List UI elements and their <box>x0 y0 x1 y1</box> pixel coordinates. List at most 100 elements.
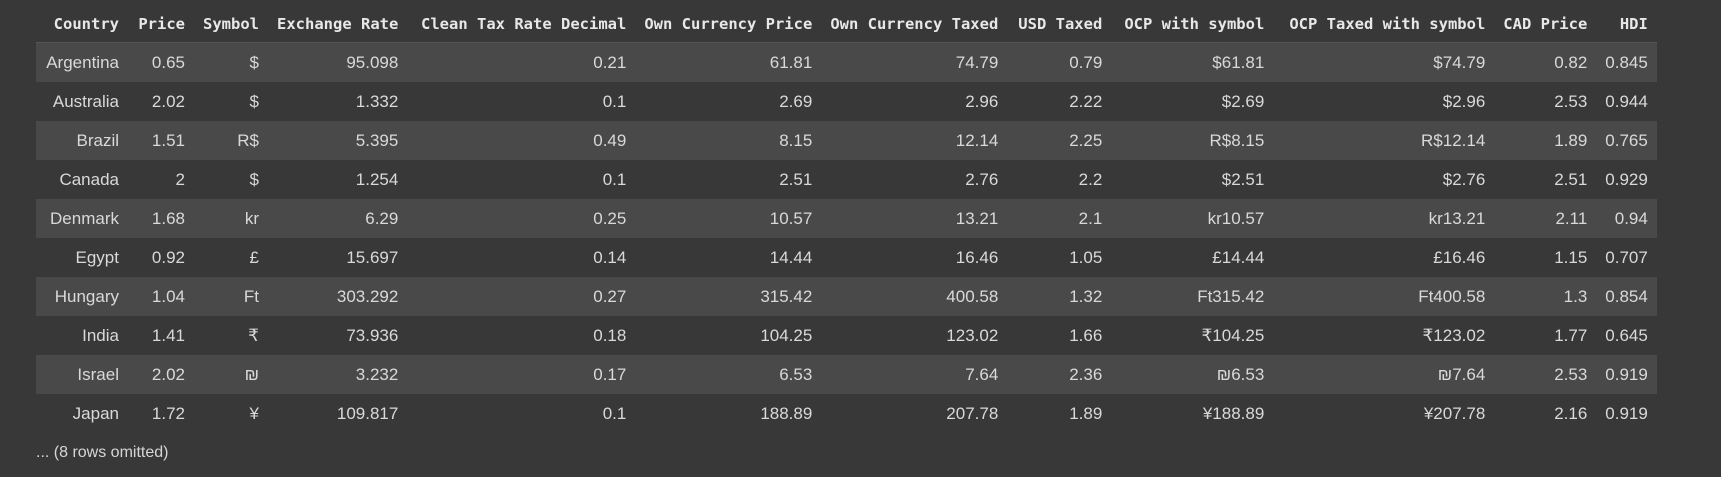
cell-clean-tax-rate-decimal: 0.1 <box>602 91 627 111</box>
column-header-own-currency-price: Own Currency Price <box>635 5 822 43</box>
cell-usd-taxed: 2.2 <box>1078 169 1103 189</box>
cell-ocp-taxed-with-symbol: $74.79 <box>1433 52 1486 72</box>
cell-own-currency-price: 104.25 <box>760 325 813 345</box>
cell-own-currency-price: 2.51 <box>779 169 813 189</box>
cell-ocp-with-symbol: Ft315.42 <box>1197 286 1265 306</box>
cell-own-currency-price: 315.42 <box>760 286 813 306</box>
column-header-clean-tax-rate-decimal: Clean Tax Rate Decimal <box>407 5 636 43</box>
cell-own-currency-price: 10.57 <box>769 208 813 228</box>
cell-ocp-with-symbol: £14.44 <box>1212 247 1265 267</box>
cell-hdi: 0.707 <box>1605 247 1648 267</box>
cell-own-currency-taxed: 16.46 <box>955 247 999 267</box>
cell-clean-tax-rate-decimal: 0.17 <box>593 364 627 384</box>
cell-exchange-rate: 109.817 <box>336 403 399 423</box>
cell-ocp-taxed-with-symbol: Ft400.58 <box>1418 286 1486 306</box>
cell-ocp-taxed-with-symbol: ₹123.02 <box>1422 325 1486 345</box>
cell-clean-tax-rate-decimal: 0.18 <box>593 325 627 345</box>
header-row: Country Price Symbol Exchange Rate Clean… <box>36 5 1657 43</box>
cell-usd-taxed: 1.32 <box>1069 286 1103 306</box>
cell-cad-price: 2.16 <box>1554 403 1588 423</box>
table-row: India 1.41 ₹ 73.936 0.18 104.25 123.02 1… <box>36 316 1657 355</box>
column-header-usd-taxed: USD Taxed <box>1007 5 1112 43</box>
table-row: Australia 2.02 $ 1.332 0.1 2.69 2.96 2.2… <box>36 82 1657 121</box>
cell-price: 2 <box>175 169 185 189</box>
cell-hdi: 0.919 <box>1605 403 1648 423</box>
cell-hdi: 0.929 <box>1605 169 1648 189</box>
cell-usd-taxed: 0.79 <box>1069 52 1103 72</box>
cell-country: Argentina <box>46 52 119 72</box>
table-row: Japan 1.72 ¥ 109.817 0.1 188.89 207.78 1… <box>36 394 1657 433</box>
column-header-cad-price: CAD Price <box>1494 5 1597 43</box>
cell-clean-tax-rate-decimal: 0.25 <box>593 208 627 228</box>
cell-hdi: 0.845 <box>1605 52 1648 72</box>
cell-own-currency-taxed: 2.96 <box>965 91 999 111</box>
cell-cad-price: 1.15 <box>1554 247 1588 267</box>
cell-own-currency-taxed: 7.64 <box>965 364 999 384</box>
cell-country: Canada <box>59 169 119 189</box>
cell-price: 0.65 <box>151 52 185 72</box>
cell-exchange-rate: 1.254 <box>355 169 399 189</box>
cell-price: 1.72 <box>151 403 185 423</box>
cell-own-currency-price: 61.81 <box>769 52 813 72</box>
cell-price: 2.02 <box>151 91 185 111</box>
cell-cad-price: 2.53 <box>1554 91 1588 111</box>
cell-cad-price: 1.77 <box>1554 325 1588 345</box>
cell-own-currency-price: 8.15 <box>779 130 813 150</box>
cell-hdi: 0.645 <box>1605 325 1648 345</box>
cell-exchange-rate: 3.232 <box>355 364 399 384</box>
table-row: Hungary 1.04 Ft 303.292 0.27 315.42 400.… <box>36 277 1657 316</box>
cell-own-currency-price: 188.89 <box>760 403 813 423</box>
column-header-hdi: HDI <box>1596 5 1657 43</box>
cell-own-currency-taxed: 207.78 <box>946 403 999 423</box>
column-header-symbol: Symbol <box>194 5 268 43</box>
cell-usd-taxed: 2.22 <box>1069 91 1103 111</box>
cell-hdi: 0.944 <box>1605 91 1648 111</box>
cell-own-currency-price: 6.53 <box>779 364 813 384</box>
cell-ocp-with-symbol: kr10.57 <box>1207 208 1265 228</box>
cell-country: Egypt <box>75 247 119 267</box>
cell-hdi: 0.94 <box>1614 208 1648 228</box>
cell-cad-price: 1.89 <box>1554 130 1588 150</box>
cell-price: 1.04 <box>151 286 185 306</box>
cell-exchange-rate: 15.697 <box>346 247 399 267</box>
cell-own-currency-taxed: 74.79 <box>955 52 999 72</box>
column-header-exchange-rate: Exchange Rate <box>268 5 408 43</box>
cell-hdi: 0.854 <box>1605 286 1648 306</box>
cell-own-currency-price: 14.44 <box>769 247 813 267</box>
cell-price: 1.51 <box>151 130 185 150</box>
cell-country: India <box>82 325 119 345</box>
column-header-own-currency-taxed: Own Currency Taxed <box>821 5 1008 43</box>
cell-own-currency-taxed: 2.76 <box>965 169 999 189</box>
cell-usd-taxed: 2.36 <box>1069 364 1103 384</box>
cell-cad-price: 0.82 <box>1554 52 1588 72</box>
cell-clean-tax-rate-decimal: 0.1 <box>602 169 627 189</box>
cell-own-currency-taxed: 400.58 <box>946 286 999 306</box>
cell-price: 2.02 <box>151 364 185 384</box>
cell-ocp-with-symbol: $61.81 <box>1212 52 1265 72</box>
table-row: Egypt 0.92 £ 15.697 0.14 14.44 16.46 1.0… <box>36 238 1657 277</box>
table-row: Canada 2 $ 1.254 0.1 2.51 2.76 2.2 $2.51… <box>36 160 1657 199</box>
cell-ocp-taxed-with-symbol: ¥207.78 <box>1423 403 1486 423</box>
column-header-country: Country <box>36 5 128 43</box>
cell-clean-tax-rate-decimal: 0.27 <box>593 286 627 306</box>
cell-price: 0.92 <box>151 247 185 267</box>
cell-ocp-with-symbol: ¥188.89 <box>1202 403 1265 423</box>
cell-own-currency-price: 2.69 <box>779 91 813 111</box>
column-header-ocp-taxed-with-symbol: OCP Taxed with symbol <box>1273 5 1495 43</box>
cell-symbol: ₪ <box>244 364 259 384</box>
table-row: Brazil 1.51 R$ 5.395 0.49 8.15 12.14 2.2… <box>36 121 1657 160</box>
cell-own-currency-taxed: 12.14 <box>955 130 999 150</box>
cell-country: Denmark <box>50 208 119 228</box>
cell-usd-taxed: 1.89 <box>1069 403 1103 423</box>
dataframe-output: Country Price Symbol Exchange Rate Clean… <box>36 5 1657 433</box>
cell-cad-price: 2.53 <box>1554 364 1588 384</box>
cell-exchange-rate: 6.29 <box>365 208 399 228</box>
cell-symbol: $ <box>249 91 259 111</box>
cell-price: 1.68 <box>151 208 185 228</box>
cell-ocp-taxed-with-symbol: ₪7.64 <box>1437 364 1486 384</box>
cell-country: Israel <box>77 364 119 384</box>
cell-clean-tax-rate-decimal: 0.14 <box>593 247 627 267</box>
cell-usd-taxed: 1.05 <box>1069 247 1103 267</box>
table-row: Israel 2.02 ₪ 3.232 0.17 6.53 7.64 2.36 … <box>36 355 1657 394</box>
cell-exchange-rate: 1.332 <box>355 91 399 111</box>
